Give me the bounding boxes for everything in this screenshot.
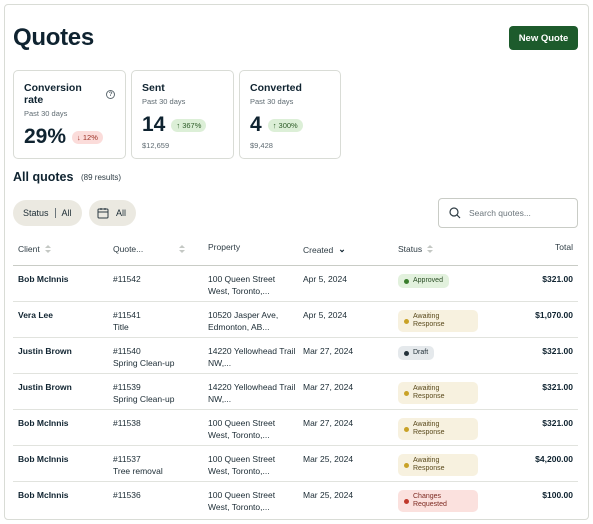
card-value: 29%: [24, 125, 67, 148]
total-amount: $321.00: [542, 346, 573, 356]
sort-icon: [427, 245, 434, 253]
property: 14220 Yellowhead Trail NW,...: [208, 382, 296, 404]
card-money: $12,659: [142, 141, 170, 150]
column-header-created[interactable]: Created ⌄: [303, 244, 346, 255]
created-date: Mar 27, 2024: [303, 382, 354, 392]
card-subtitle: Past 30 days: [142, 97, 186, 106]
search-input[interactable]: [469, 208, 569, 218]
status-badge: Changes Requested: [398, 490, 478, 512]
arrow-up-icon: ↑: [176, 120, 181, 130]
arrow-up-icon: ↑: [272, 120, 277, 130]
card-subtitle: Past 30 days: [24, 109, 68, 118]
date-filter-chip[interactable]: All: [89, 200, 137, 226]
card-value: 14: [142, 113, 166, 136]
change-badge: ↑ 300%: [267, 118, 303, 132]
status-badge: Draft: [398, 346, 435, 360]
quote-number: #11542: [113, 274, 141, 284]
property: 100 Queen Street West, Toronto,...: [208, 490, 276, 512]
quote-number: #11540 Spring Clean-up: [113, 346, 175, 368]
property: 10520 Jasper Ave, Edmonton, AB...: [208, 310, 279, 332]
new-quote-button[interactable]: New Quote: [509, 26, 578, 50]
total-amount: $321.00: [542, 418, 573, 428]
change-badge: ↑ 367%: [171, 118, 207, 132]
created-date: Apr 5, 2024: [303, 310, 347, 320]
sort-icon: [44, 245, 51, 253]
table-row[interactable]: Vera Lee #11541 Title 10520 Jasper Ave, E…: [13, 302, 578, 338]
client-name: Justin Brown: [18, 346, 72, 356]
status-badge: Approved: [398, 274, 449, 288]
client-name: Bob McInnis: [18, 490, 69, 500]
property: 100 Queen Street West, Toronto,...: [208, 274, 276, 296]
table-row[interactable]: Justin Brown #11539 Spring Clean-up 14220…: [13, 374, 578, 410]
table-row[interactable]: Bob McInnis #11536 100 Queen Street West…: [13, 482, 578, 518]
created-date: Apr 5, 2024: [303, 274, 347, 284]
converted-card: Converted Past 30 days 4 ↑ 300% $9,428: [239, 70, 341, 159]
card-value: 4: [250, 113, 262, 136]
quote-number: #11541 Title: [113, 310, 141, 332]
card-money: $9,428: [250, 141, 273, 150]
help-icon[interactable]: ?: [106, 89, 115, 99]
card-title: Conversion rate: [24, 82, 82, 106]
status-badge: Awaiting Response: [398, 382, 478, 404]
client-name: Bob McInnis: [18, 274, 69, 284]
client-name: Vera Lee: [18, 310, 53, 320]
property: 100 Queen Street West, Toronto,...: [208, 418, 276, 440]
card-title: Converted: [250, 82, 302, 94]
total-amount: $1,070.00: [535, 310, 573, 320]
conversion-rate-card: Conversion rate ? Past 30 days 29% ↓ 12%: [13, 70, 126, 159]
total-amount: $100.00: [542, 490, 573, 500]
status-filter-chip[interactable]: Status All: [13, 200, 82, 226]
table-row[interactable]: Bob McInnis #11542 100 Queen Street West…: [13, 266, 578, 302]
client-name: Bob McInnis: [18, 454, 69, 464]
table-row[interactable]: Bob McInnis #11538 100 Queen Street West…: [13, 410, 578, 446]
sent-card: Sent Past 30 days 14 ↑ 367% $12,659: [131, 70, 234, 159]
quote-number: #11537 Tree removal: [113, 454, 163, 476]
total-amount: $321.00: [542, 382, 573, 392]
created-date: Mar 27, 2024: [303, 418, 354, 428]
results-count: (89 results): [81, 173, 122, 182]
quote-number: #11536: [113, 490, 141, 500]
section-title: All quotes: [13, 170, 74, 184]
sort-icon: [179, 245, 185, 253]
status-badge: Awaiting Response: [398, 418, 478, 440]
column-header-quote[interactable]: Quote...: [113, 244, 185, 254]
search-icon: [449, 207, 461, 219]
chevron-down-icon: ⌄: [338, 244, 346, 254]
column-header-total: Total: [555, 242, 573, 252]
property: 14220 Yellowhead Trail NW,...: [208, 346, 296, 368]
property: 100 Queen Street West, Toronto,...: [208, 454, 276, 476]
column-header-status[interactable]: Status: [398, 244, 434, 254]
card-title: Sent: [142, 82, 165, 94]
total-amount: $321.00: [542, 274, 573, 284]
calendar-icon: [97, 208, 109, 219]
table-row[interactable]: Justin Brown #11540 Spring Clean-up 14220…: [13, 338, 578, 374]
arrow-down-icon: ↓: [77, 132, 81, 142]
table-row[interactable]: Bob McInnis #11537 Tree removal 100 Queen…: [13, 446, 578, 482]
client-name: Justin Brown: [18, 382, 72, 392]
created-date: Mar 25, 2024: [303, 454, 354, 464]
quote-number: #11539 Spring Clean-up: [113, 382, 175, 404]
status-badge: Awaiting Response: [398, 310, 478, 332]
page-title: Quotes: [13, 24, 94, 51]
column-header-client[interactable]: Client: [18, 244, 51, 254]
client-name: Bob McInnis: [18, 418, 69, 428]
column-header-property: Property: [208, 242, 241, 252]
created-date: Mar 27, 2024: [303, 346, 354, 356]
change-badge: ↓ 12%: [72, 130, 103, 144]
status-badge: Awaiting Response: [398, 454, 478, 476]
card-subtitle: Past 30 days: [250, 97, 294, 106]
quote-number: #11538: [113, 418, 141, 428]
total-amount: $4,200.00: [535, 454, 573, 464]
created-date: Mar 25, 2024: [303, 490, 354, 500]
search-box[interactable]: [438, 198, 578, 228]
